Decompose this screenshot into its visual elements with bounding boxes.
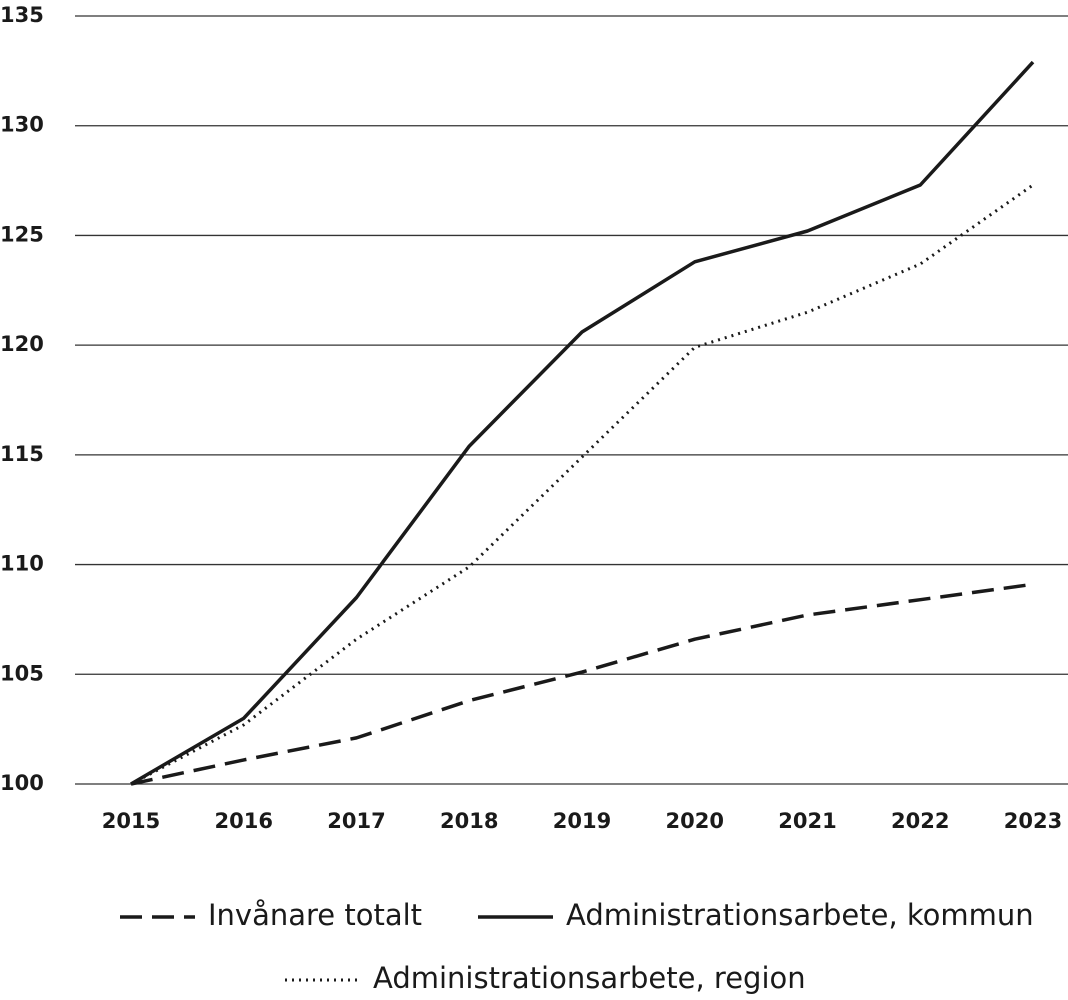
- series-line: [130, 183, 1034, 786]
- y-tick-label: 130: [0, 113, 44, 137]
- y-tick-label: 120: [0, 332, 44, 356]
- x-tick-label: 2015: [102, 809, 160, 833]
- y-tick-label: 105: [0, 661, 44, 685]
- x-tick-label: 2020: [666, 809, 724, 833]
- y-tick-label: 135: [0, 3, 44, 27]
- legend-label: Invånare totalt: [208, 898, 422, 932]
- x-tick-label: 2023: [1004, 809, 1062, 833]
- series-line: [130, 582, 1034, 786]
- y-tick-label: 100: [0, 771, 44, 795]
- y-tick-label: 115: [0, 442, 44, 466]
- x-tick-label: 2017: [327, 809, 385, 833]
- y-tick-label: 110: [0, 552, 44, 576]
- y-tick-label: 125: [0, 222, 44, 246]
- series-line: [130, 60, 1035, 786]
- x-tick-label: 2016: [215, 809, 273, 833]
- x-tick-label: 2022: [891, 809, 949, 833]
- legend-label: Administrationsarbete, kommun: [566, 898, 1034, 932]
- x-tick-label: 2021: [778, 809, 836, 833]
- x-tick-label: 2018: [440, 809, 498, 833]
- x-tick-label: 2019: [553, 809, 611, 833]
- legend-label: Administrationsarbete, region: [373, 961, 806, 995]
